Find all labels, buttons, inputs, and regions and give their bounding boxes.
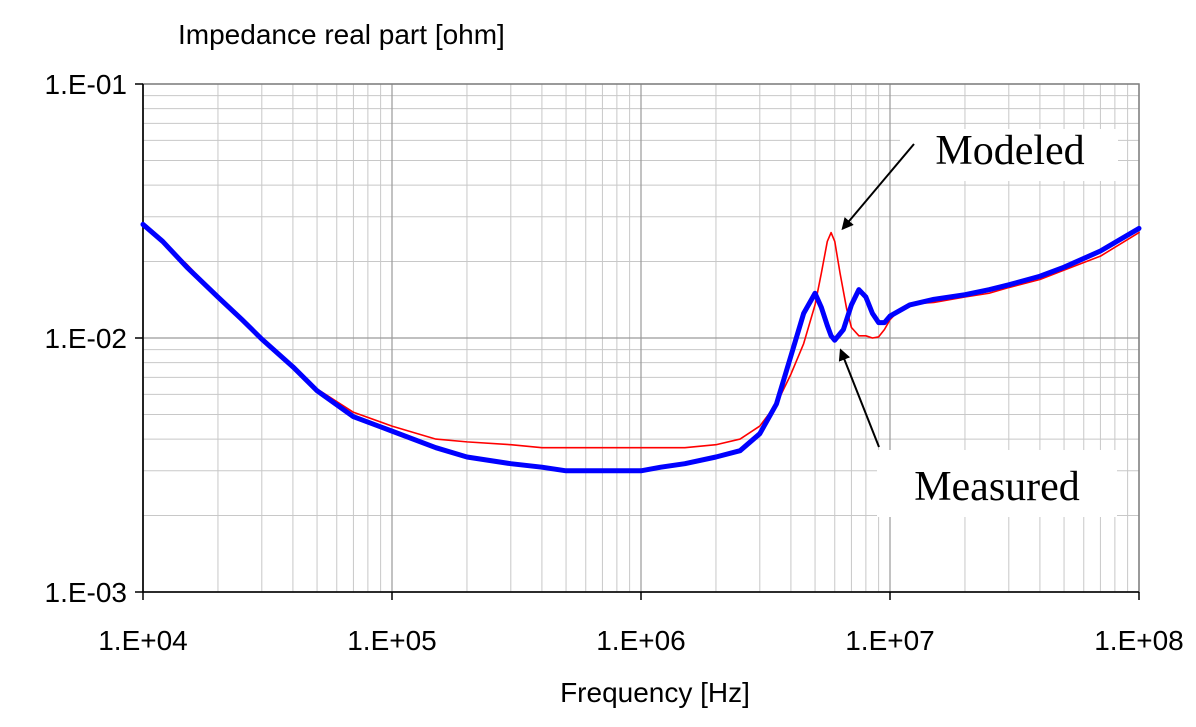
- x-tick-label: 1.E+06: [596, 625, 686, 656]
- x-tick-label: 1.E+08: [1094, 625, 1184, 656]
- chart-title: Impedance real part [ohm]: [178, 19, 505, 50]
- tick-layer: 1.E+04 1.E+05 1.E+06 1.E+07 1.E+08 1.E-01 1.E-…: [45, 69, 1184, 656]
- x-tick-label: 1.E+05: [347, 625, 437, 656]
- y-tick-label: 1.E-03: [45, 577, 128, 608]
- series-layer: [140, 221, 1142, 474]
- modeled-label: Modeled: [935, 128, 1084, 174]
- measured-label: Measured: [914, 464, 1080, 510]
- measured-label-background: [877, 450, 1117, 517]
- y-tick-label: 1.E-01: [45, 69, 128, 100]
- annotation-layer: Modeled Measured: [838, 128, 1118, 517]
- y-tick-label: 1.E-02: [45, 323, 128, 354]
- measured-arrow: [838, 348, 880, 448]
- modeled-arrow: [841, 143, 915, 231]
- x-tick-label: 1.E+04: [98, 625, 188, 656]
- x-axis-label: Frequency [Hz]: [560, 677, 750, 708]
- modeled-label-background: [900, 129, 1118, 181]
- x-tick-label: 1.E+07: [845, 625, 935, 656]
- measured-series-line: [140, 221, 1142, 474]
